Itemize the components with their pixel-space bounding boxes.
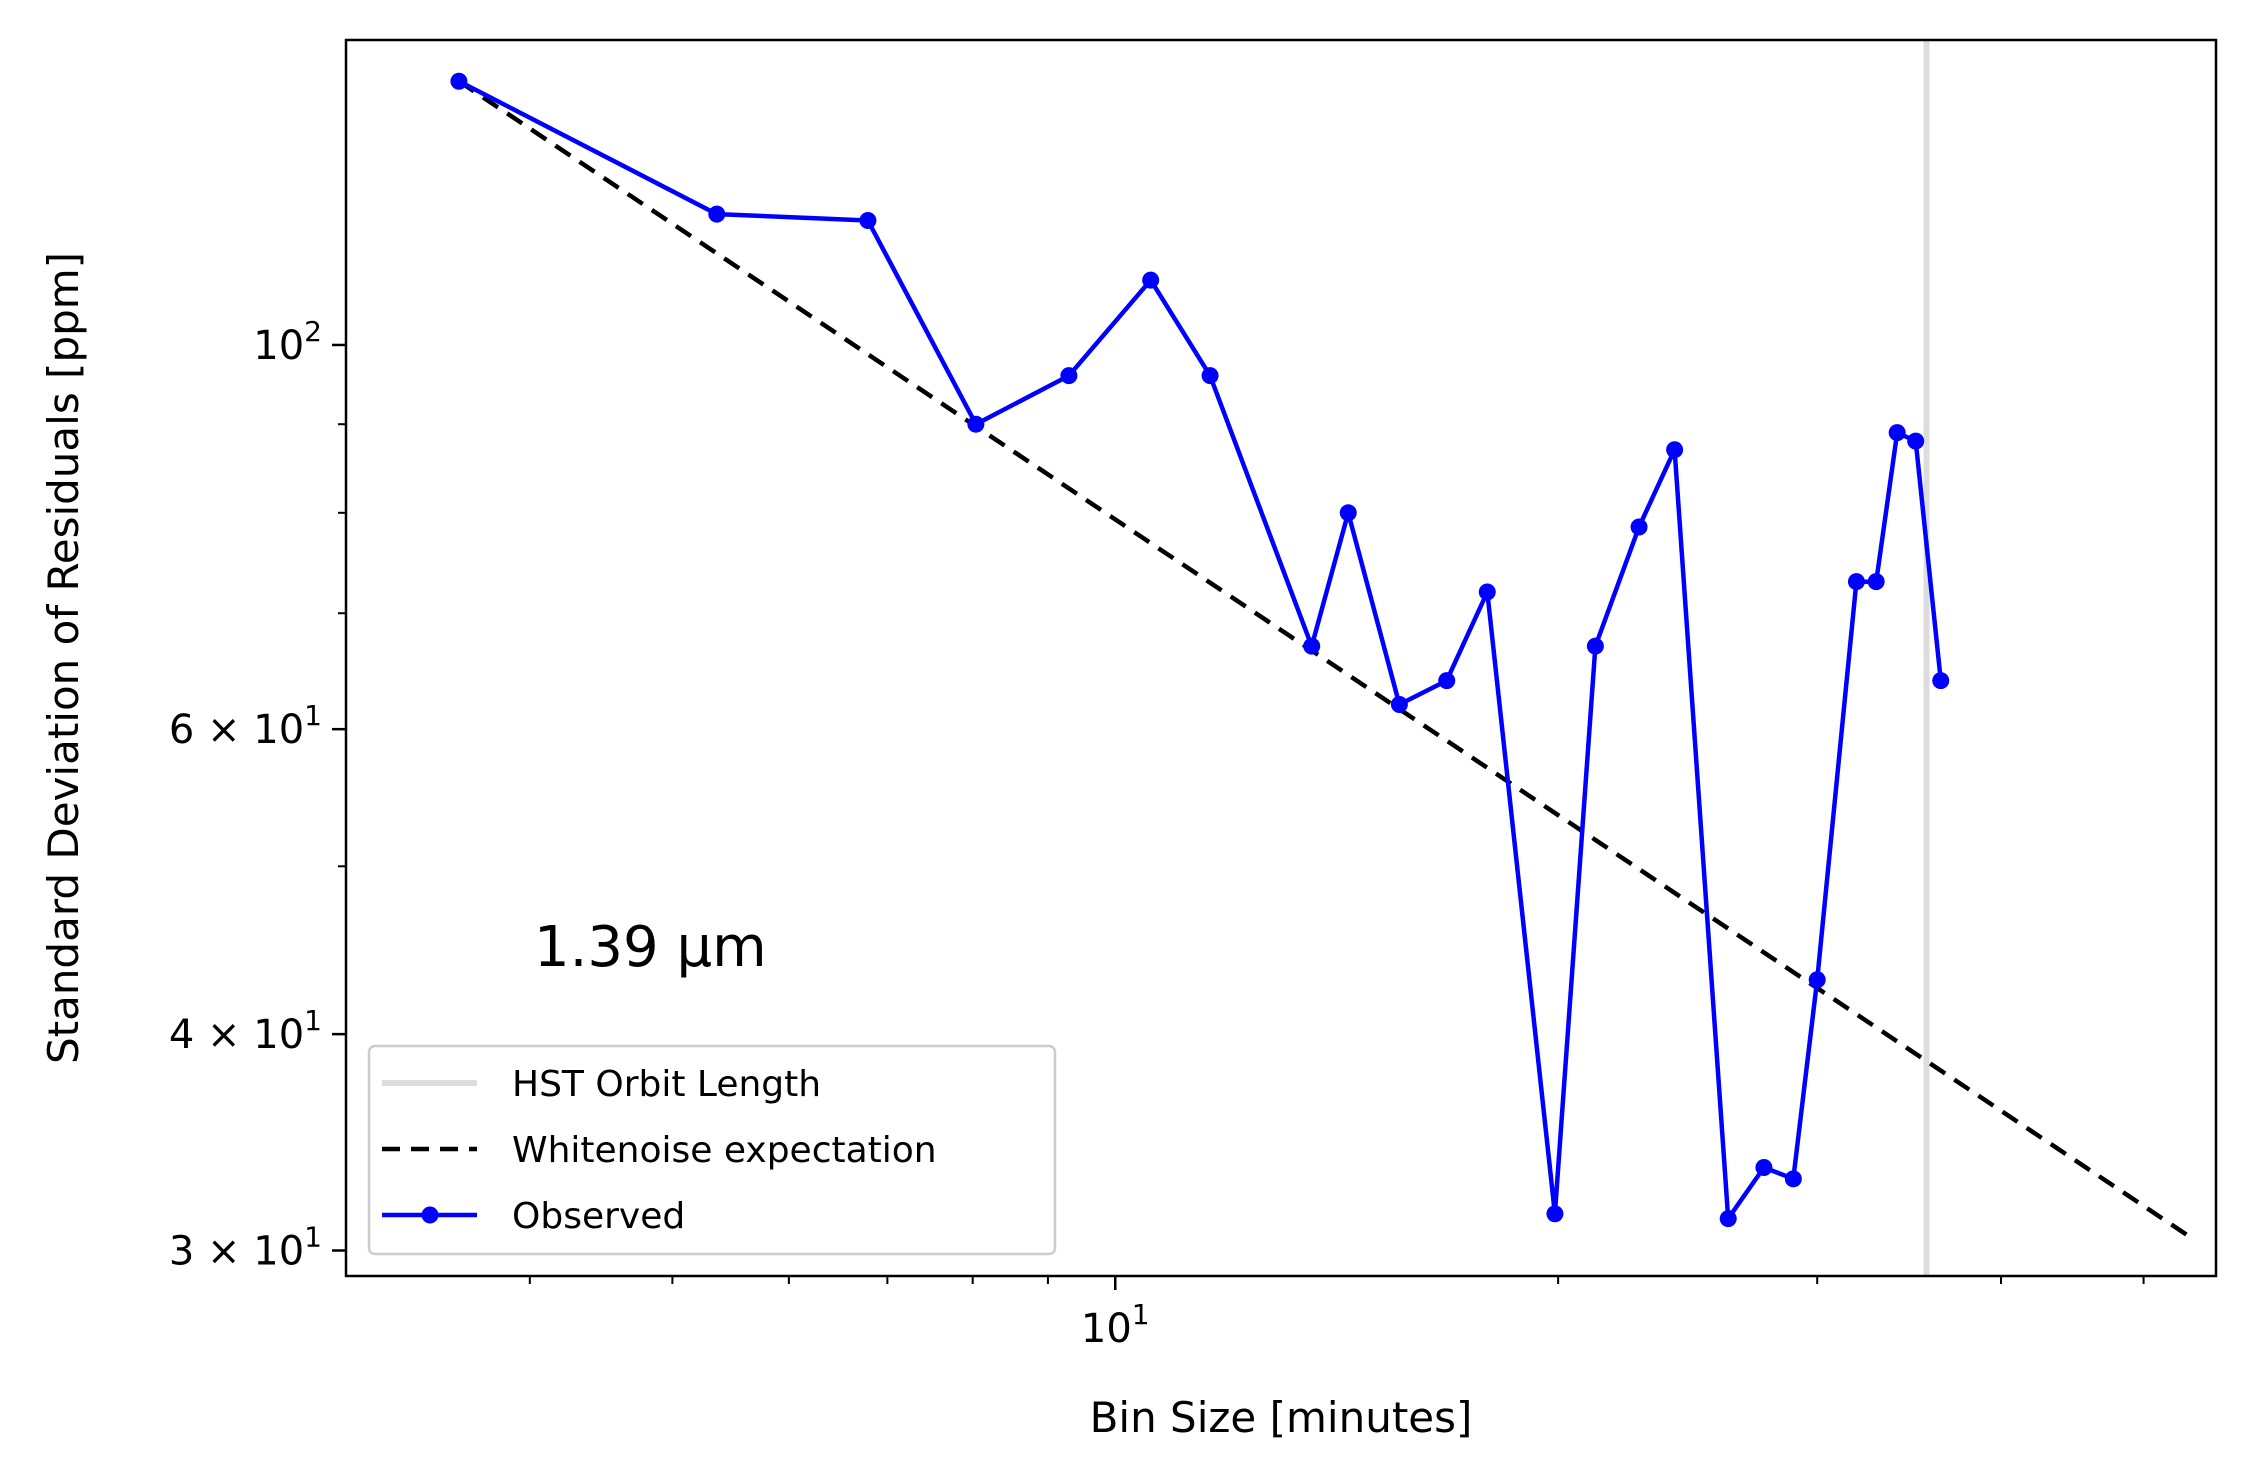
observed-point <box>1888 424 1906 442</box>
observed-point <box>1303 637 1321 655</box>
observed-point <box>1784 1170 1802 1188</box>
y-tick-label: 4 × 101 <box>169 1004 322 1058</box>
observed-point <box>1755 1159 1773 1177</box>
observed-point <box>1867 573 1885 591</box>
observed-point <box>1719 1210 1737 1228</box>
legend-box <box>367 1044 1057 1256</box>
observed-point <box>1586 637 1604 655</box>
observed-point <box>1339 504 1357 522</box>
y-tick-label: 3 × 101 <box>169 1221 322 1275</box>
observed-point <box>1847 573 1865 591</box>
x-tick-label: 101 <box>1081 1298 1150 1352</box>
observed-point <box>1438 672 1456 690</box>
legend-label-hst: HST Orbit Length <box>512 1064 821 1105</box>
observed-point <box>708 205 726 223</box>
y-axis-label: Standard Deviation of Residuals [ppm] <box>39 252 88 1064</box>
observed-points <box>450 72 1950 1228</box>
x-axis-label: Bin Size [minutes] <box>1090 1393 1473 1442</box>
y-axis-ticks: 102 6 × 101 4 × 101 3 × 101 <box>169 315 346 1275</box>
observed-point <box>1060 367 1078 385</box>
y-tick-label: 6 × 101 <box>169 699 322 753</box>
x-axis-ticks: 101 <box>528 1276 2145 1352</box>
observed-point <box>1808 971 1826 989</box>
legend-label-observed: Observed <box>512 1196 685 1237</box>
observed-point <box>859 211 877 229</box>
legend-marker-observed <box>421 1206 439 1224</box>
observed-point <box>1390 696 1408 714</box>
observed-point <box>1630 518 1648 536</box>
observed-point <box>967 415 985 433</box>
observed-point <box>1201 367 1219 385</box>
observed-point <box>1932 672 1950 690</box>
observed-point <box>1907 432 1925 450</box>
observed-point <box>450 72 468 90</box>
legend-label-whitenoise: Whitenoise expectation <box>512 1130 937 1171</box>
observed-point <box>1666 441 1684 459</box>
observed-point <box>1546 1205 1564 1223</box>
wavelength-annotation: 1.39 μm <box>534 915 767 980</box>
legend: HST Orbit Length Whitenoise expectation … <box>367 1044 1057 1256</box>
observed-point <box>1142 271 1160 289</box>
plot-area-frame <box>344 38 2218 1278</box>
observed-point <box>1478 583 1496 601</box>
y-tick-label: 102 <box>253 315 322 369</box>
